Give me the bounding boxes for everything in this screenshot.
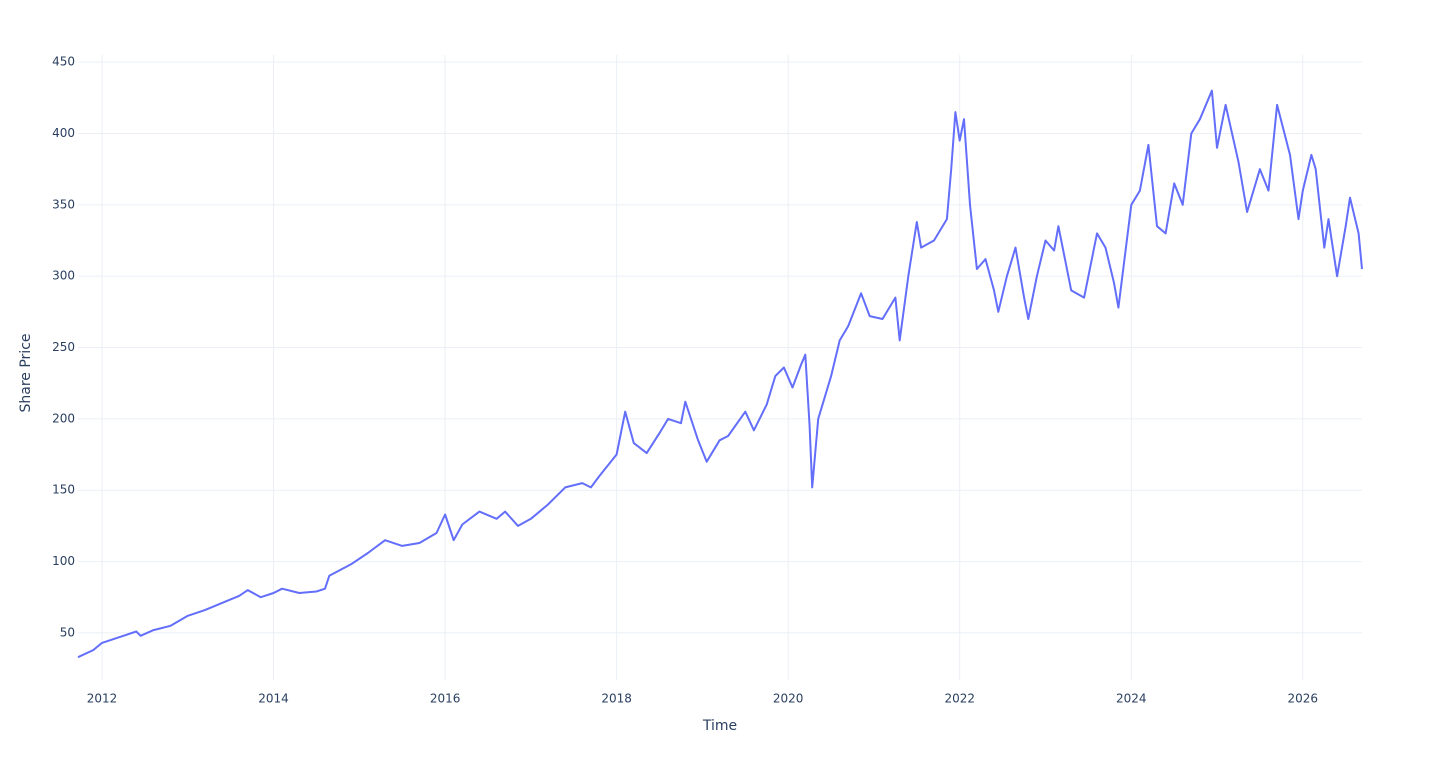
x-tick-label: 2018 — [601, 692, 632, 706]
y-tick-label: 300 — [52, 269, 75, 283]
y-tick-label: 350 — [52, 197, 75, 211]
y-tick-label: 400 — [52, 126, 75, 140]
y-tick-label: 100 — [52, 554, 75, 568]
x-tick-label: 2022 — [944, 692, 975, 706]
x-tick-label: 2024 — [1116, 692, 1147, 706]
y-tick-label: 200 — [52, 411, 75, 425]
y-axis-title: Share Price — [18, 333, 34, 412]
x-tick-label: 2014 — [258, 692, 289, 706]
x-axis-title: Time — [702, 718, 737, 734]
line — [77, 89, 1363, 659]
x-tick-label: 2026 — [1288, 692, 1319, 706]
x-tick-label: 2016 — [430, 692, 461, 706]
x-tick-label: 2012 — [87, 692, 118, 706]
y-tick-label: 150 — [52, 483, 75, 497]
y-tick-label: 50 — [60, 625, 75, 639]
x-tick-label: 2020 — [773, 692, 804, 706]
y-tick-label: 250 — [52, 340, 75, 354]
y-tick-label: 450 — [52, 55, 75, 69]
